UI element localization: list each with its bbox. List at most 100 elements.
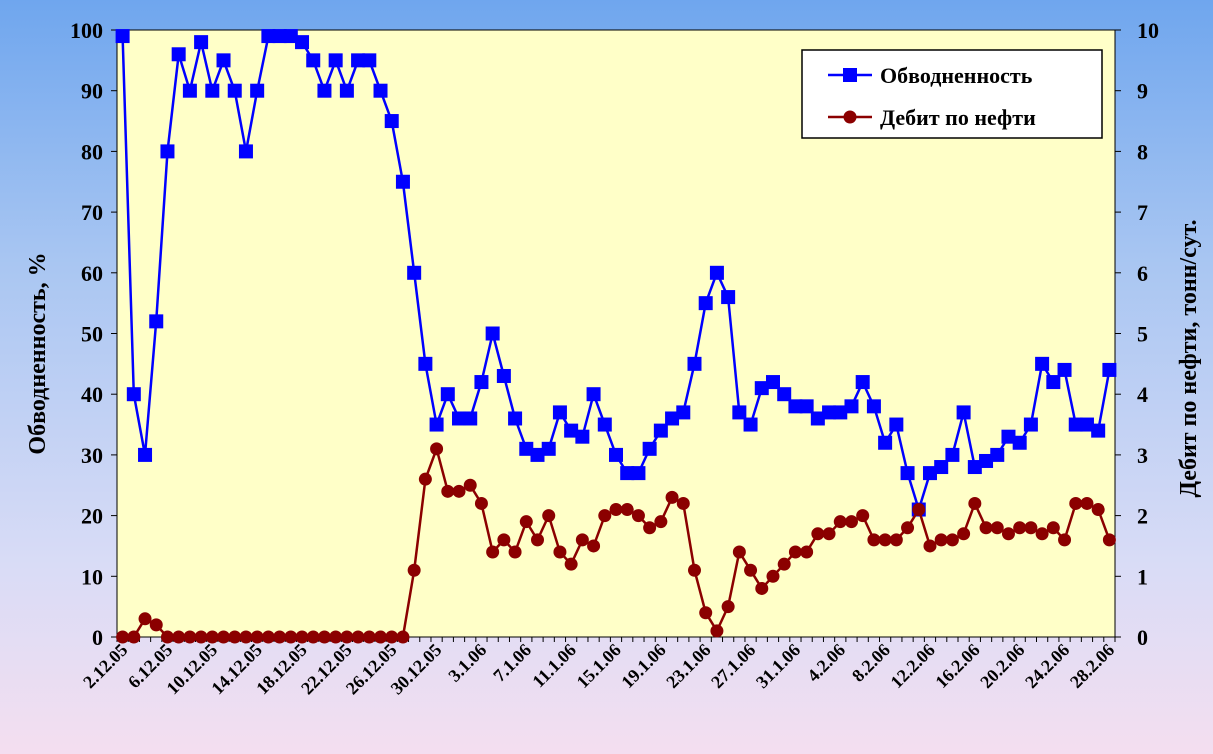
series-2-point [687,563,701,577]
series-2-point [351,630,365,644]
series-2-point [407,563,421,577]
series-2-point [1046,521,1060,535]
series-1-point [182,83,197,98]
series-2-point [295,630,309,644]
series-2-point [844,515,858,529]
y-right-tick-label: 4 [1137,382,1148,407]
series-2-point [968,496,982,510]
series-2-point [250,630,264,644]
series-2-point [306,630,320,644]
series-2-point [822,527,836,541]
series-1-point [530,447,545,462]
series-2-point [676,496,690,510]
series-1-point [564,423,579,438]
y-right-tick-label: 3 [1137,443,1148,468]
series-1-point [698,296,713,311]
series-1-point [138,447,153,462]
y-left-tick-label: 30 [81,443,103,468]
series-1-point [261,29,276,44]
series-1-point [149,314,164,329]
x-tick-label: 20.2.06 [976,640,1028,692]
x-tick-label: 3.1.06 [444,640,490,686]
series-1-point [709,265,724,280]
y-left-tick-label: 20 [81,504,103,529]
series-2-point [901,521,915,535]
series-2-point [979,521,993,535]
series-2-point [744,563,758,577]
series-1-point [362,53,377,68]
series-2-point [957,527,971,541]
series-1-point [238,144,253,159]
series-1-point [1068,417,1083,432]
series-2-point [923,539,937,553]
series-1-point [205,83,220,98]
y-right-axis-title: Дебит по нефти, тонн/сут. [1176,219,1202,497]
series-1-point [351,53,366,68]
series-2-point [665,490,679,504]
x-tick-label: 31.1.06 [752,640,804,692]
series-1-point [1001,429,1016,444]
x-tick-label: 30.12.05 [387,640,446,699]
series-1-point [339,83,354,98]
series-1-point [620,466,635,481]
series-1-point [1102,362,1117,377]
series-2-point [205,630,219,644]
series-1-point [463,411,478,426]
series-2-point [317,630,331,644]
series-2-point [620,503,634,517]
series-1-point [474,375,489,390]
series-1-point [945,447,960,462]
series-1-point [687,356,702,371]
series-1-point [541,441,556,456]
series-2-point [441,484,455,498]
series-2-point [127,630,141,644]
x-tick-label: 2.12.05 [79,640,131,692]
series-1-point [295,35,310,50]
x-tick-label: 4.2.06 [803,640,849,686]
series-2-point [856,509,870,523]
series-2-point [340,630,354,644]
series-1-point [306,53,321,68]
series-2-point [889,533,903,547]
series-2-point [160,630,174,644]
series-1-point [833,405,848,420]
y-left-tick-label: 10 [81,564,103,589]
series-2-point [284,630,298,644]
series-2-point [362,630,376,644]
series-1-point [777,387,792,402]
series-1-point [440,387,455,402]
legend-label-2: Дебит по нефти [880,105,1036,130]
series-1-point [328,53,343,68]
legend-marker-2 [843,110,857,124]
series-2-point [631,509,645,523]
series-1-point [171,47,186,62]
series-2-point [800,545,814,559]
series-2-point [396,630,410,644]
series-2-point [385,630,399,644]
series-1-point [519,441,534,456]
y-right-tick-label: 7 [1137,200,1148,225]
series-1-point [586,387,601,402]
series-1-point [967,460,982,475]
series-2-point [228,630,242,644]
series-1-point [855,375,870,390]
series-2-point [474,496,488,510]
series-2-point [990,521,1004,535]
series-1-point [272,29,287,44]
series-1-point [407,265,422,280]
series-2-point [1058,533,1072,547]
series-1-point [743,417,758,432]
y-left-tick-label: 60 [81,261,103,286]
series-1-point [508,411,523,426]
series-1-point [799,399,814,414]
y-right-tick-label: 8 [1137,139,1148,164]
series-1-point [384,114,399,129]
series-2-point [564,557,578,571]
series-2-point [217,630,231,644]
y-left-tick-label: 100 [70,18,103,43]
series-2-point [1024,521,1038,535]
y-left-tick-label: 70 [81,200,103,225]
legend-box [801,49,1103,139]
x-tick-label: 12.2.06 [886,640,938,692]
